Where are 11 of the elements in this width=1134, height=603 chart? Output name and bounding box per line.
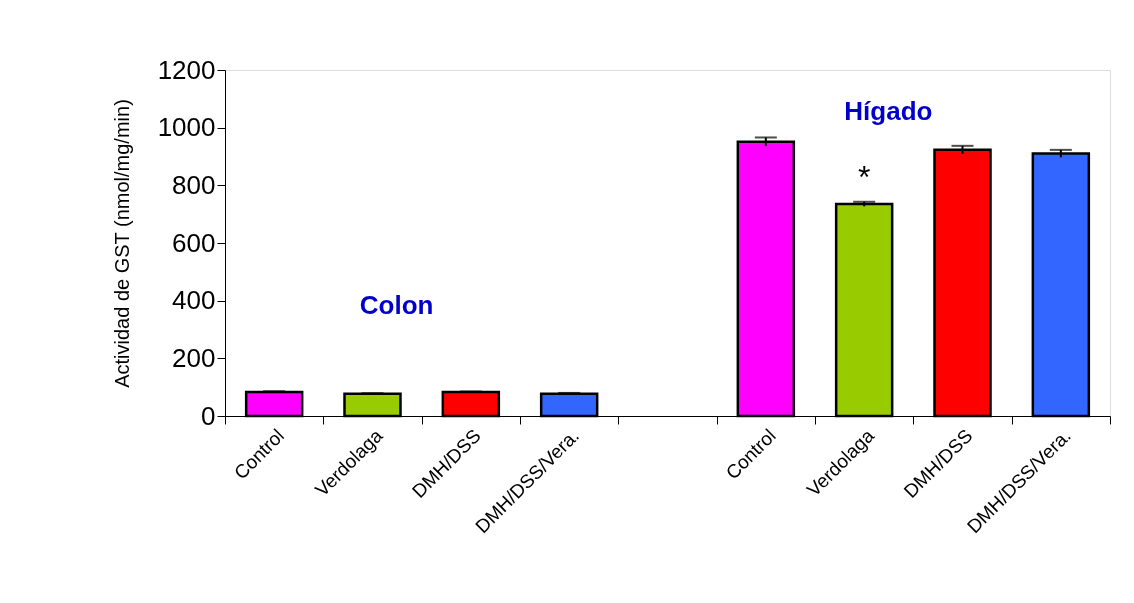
annotation: *	[857, 159, 871, 195]
y-tick-label: 800	[172, 169, 216, 200]
annotation: Colon	[359, 290, 434, 320]
annotation: Hígado	[844, 96, 933, 126]
y-tick-label: 200	[172, 342, 216, 373]
y-tick-label: 1000	[157, 112, 216, 143]
y-tick-label: 1200	[157, 54, 216, 85]
y-tick-label: 400	[172, 285, 216, 316]
y-axis-title: Actividad de GST (nmol/mg/min)	[110, 99, 133, 388]
y-tick-label: 600	[172, 227, 216, 258]
y-tick-label: 0	[201, 400, 216, 431]
